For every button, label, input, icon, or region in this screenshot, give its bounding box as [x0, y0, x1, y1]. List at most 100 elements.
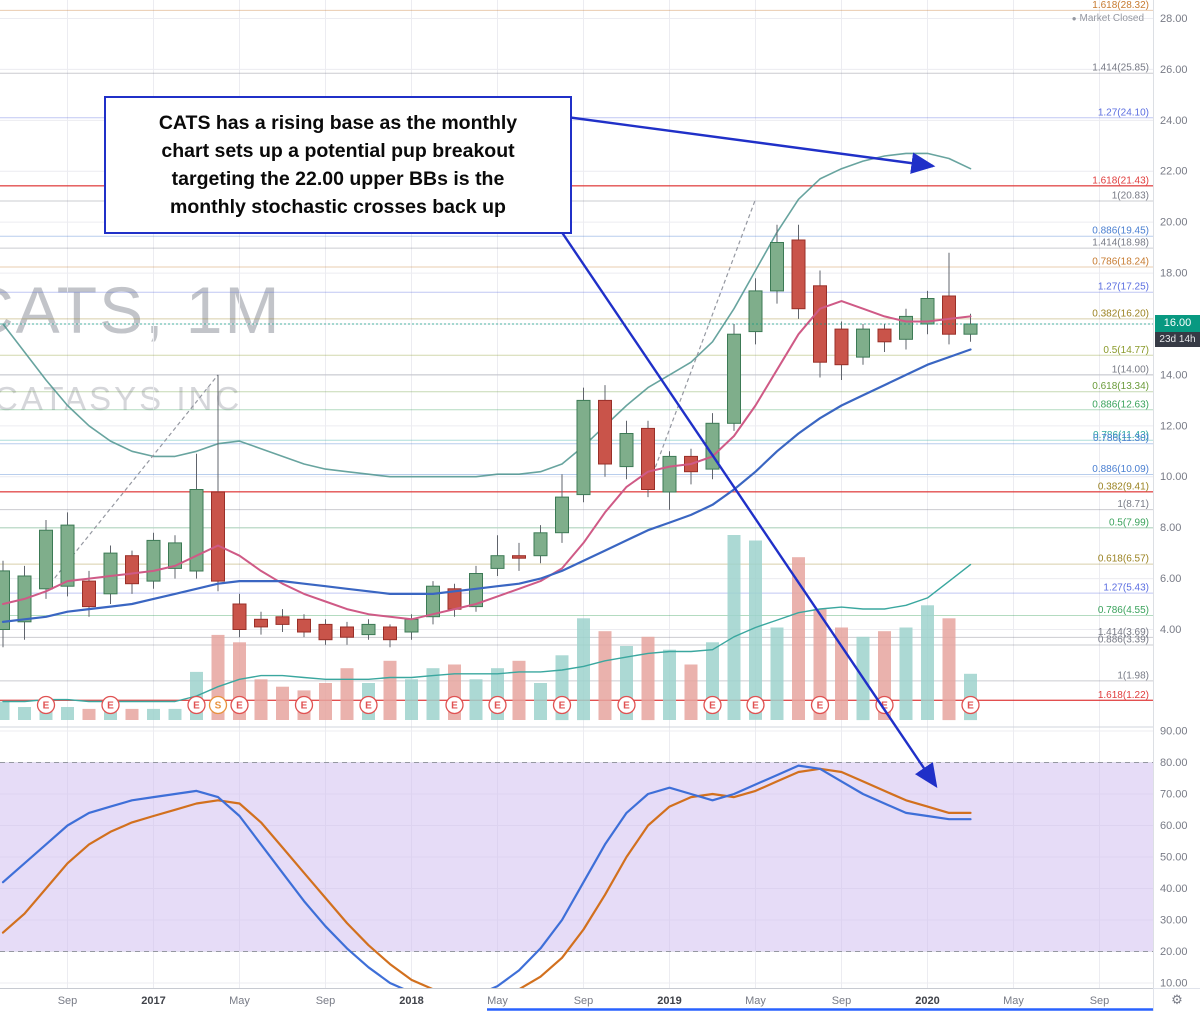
svg-text:E: E: [451, 701, 458, 712]
annotation-arrows[interactable]: [558, 114, 938, 788]
candle-body: [770, 242, 784, 292]
candle-body: [103, 552, 118, 595]
fib-label: 1(8.71): [1117, 499, 1149, 510]
fib-label: 0.886(19.45): [1092, 226, 1149, 237]
fib-label: 1(20.83): [1112, 191, 1149, 202]
company-watermark: CATASYS INC: [0, 380, 243, 417]
candle-body: [0, 570, 10, 631]
candle-body: [211, 491, 225, 582]
earnings-marker[interactable]: [961, 695, 980, 715]
fib-label: 1(14.00): [1112, 364, 1149, 375]
svg-text:8.00: 8.00: [1160, 522, 1181, 534]
volume-bar: [512, 660, 526, 720]
fib-label: 0.618(13.34): [1092, 381, 1149, 392]
split-marker[interactable]: [208, 695, 228, 715]
earnings-marker[interactable]: [294, 695, 314, 715]
volume-bar: [663, 649, 676, 720]
annotation-line: monthly stochastic crosses back up: [170, 196, 506, 219]
trendline: [647, 199, 757, 488]
candle-body: [254, 618, 268, 628]
market-status: ● Market Closed: [1072, 13, 1144, 24]
candle-body: [598, 399, 612, 465]
svg-text:E: E: [107, 701, 114, 712]
earnings-marker[interactable]: [230, 695, 249, 715]
candle-body: [576, 399, 591, 496]
svg-text:26.00: 26.00: [1160, 64, 1188, 76]
earnings-marker[interactable]: [810, 695, 830, 715]
annotation-line: CATS has a rising base as the monthly: [158, 112, 518, 134]
candle-body: [39, 529, 53, 590]
earnings-marker[interactable]: [359, 695, 378, 715]
annotation-arrow: [558, 114, 936, 174]
candle-body: [512, 555, 526, 559]
candle-body: [963, 323, 978, 335]
earnings-marker[interactable]: [875, 695, 894, 715]
earnings-marker[interactable]: [187, 695, 206, 715]
fib-label: 0.5(14.77): [1103, 345, 1149, 356]
earnings-marker[interactable]: [101, 695, 120, 715]
annotation-note[interactable]: CATS has a rising base as the monthly ch…: [104, 96, 572, 235]
volume-bar: [125, 708, 139, 720]
svg-text:E: E: [236, 701, 243, 712]
fib-label: 1.414(3.69): [1098, 627, 1149, 638]
candle-body: [82, 580, 96, 608]
earnings-marker[interactable]: [36, 695, 56, 715]
earnings-markers: E E E E E E E E E E E E E E ES: [36, 695, 980, 715]
svg-text:90.00: 90.00: [1160, 726, 1188, 738]
candle-body: [146, 539, 161, 582]
fib-label: 0.786(11.30): [1093, 433, 1149, 444]
fib-label: 0.886(10.09): [1092, 464, 1149, 475]
svg-text:20.00: 20.00: [1160, 217, 1188, 229]
candle-body: [318, 623, 333, 641]
fib-label: 1(1.98): [1117, 670, 1149, 681]
fib-label: 0.382(9.41): [1098, 481, 1149, 492]
candles-layer: [0, 224, 978, 648]
svg-text:May: May: [1003, 995, 1024, 1007]
svg-text:Sep: Sep: [574, 995, 594, 1007]
earnings-marker[interactable]: [746, 695, 765, 715]
fib-label: 0.618(6.57): [1098, 554, 1149, 565]
volume-bar: [534, 683, 547, 720]
candle-body: [942, 295, 956, 335]
fib-label: 0.786(18.24): [1092, 257, 1149, 268]
fib-label: 1.27(17.25): [1098, 282, 1149, 293]
time-axis[interactable]: [0, 988, 1200, 1011]
volume-bar: [641, 636, 655, 721]
fib-label: 1.618(21.43): [1092, 175, 1149, 186]
svg-text:40.00: 40.00: [1160, 883, 1188, 895]
earnings-marker[interactable]: [552, 695, 572, 715]
fib-label: 1.414(25.85): [1092, 63, 1149, 74]
bar-countdown-badge: 23d 14h: [1155, 332, 1200, 347]
candle-body: [748, 290, 763, 333]
volume-bar: [749, 540, 762, 720]
axis-settings-button[interactable]: ⚙: [1153, 988, 1200, 1011]
volume-bar: [340, 668, 354, 720]
volume-bar: [276, 686, 289, 720]
candle-body: [125, 555, 139, 585]
svg-text:60.00: 60.00: [1160, 820, 1188, 832]
earnings-marker[interactable]: [617, 695, 636, 715]
earnings-marker[interactable]: [445, 695, 464, 715]
candle-body: [619, 433, 634, 468]
volume-bar: [18, 707, 31, 720]
price-axis[interactable]: [1153, 0, 1200, 1011]
candle-body: [340, 626, 354, 638]
volume-bar: [147, 708, 160, 720]
svg-text:22.00: 22.00: [1160, 166, 1188, 178]
candle-body: [834, 328, 849, 366]
candle-body: [275, 616, 290, 625]
annotation-arrow: [560, 230, 938, 788]
volume-bar: [61, 707, 74, 720]
candle-body: [727, 333, 741, 424]
earnings-marker[interactable]: [703, 695, 722, 715]
volume-bar: [792, 557, 805, 720]
annotation-line: targeting the 22.00 upper BBs is the: [171, 168, 505, 191]
svg-text:2020: 2020: [915, 995, 939, 1007]
candle-body: [555, 496, 569, 534]
earnings-marker[interactable]: [488, 695, 507, 715]
svg-text:6.00: 6.00: [1160, 573, 1181, 585]
volume-bar: [319, 683, 332, 720]
volume-bar: [598, 631, 612, 720]
